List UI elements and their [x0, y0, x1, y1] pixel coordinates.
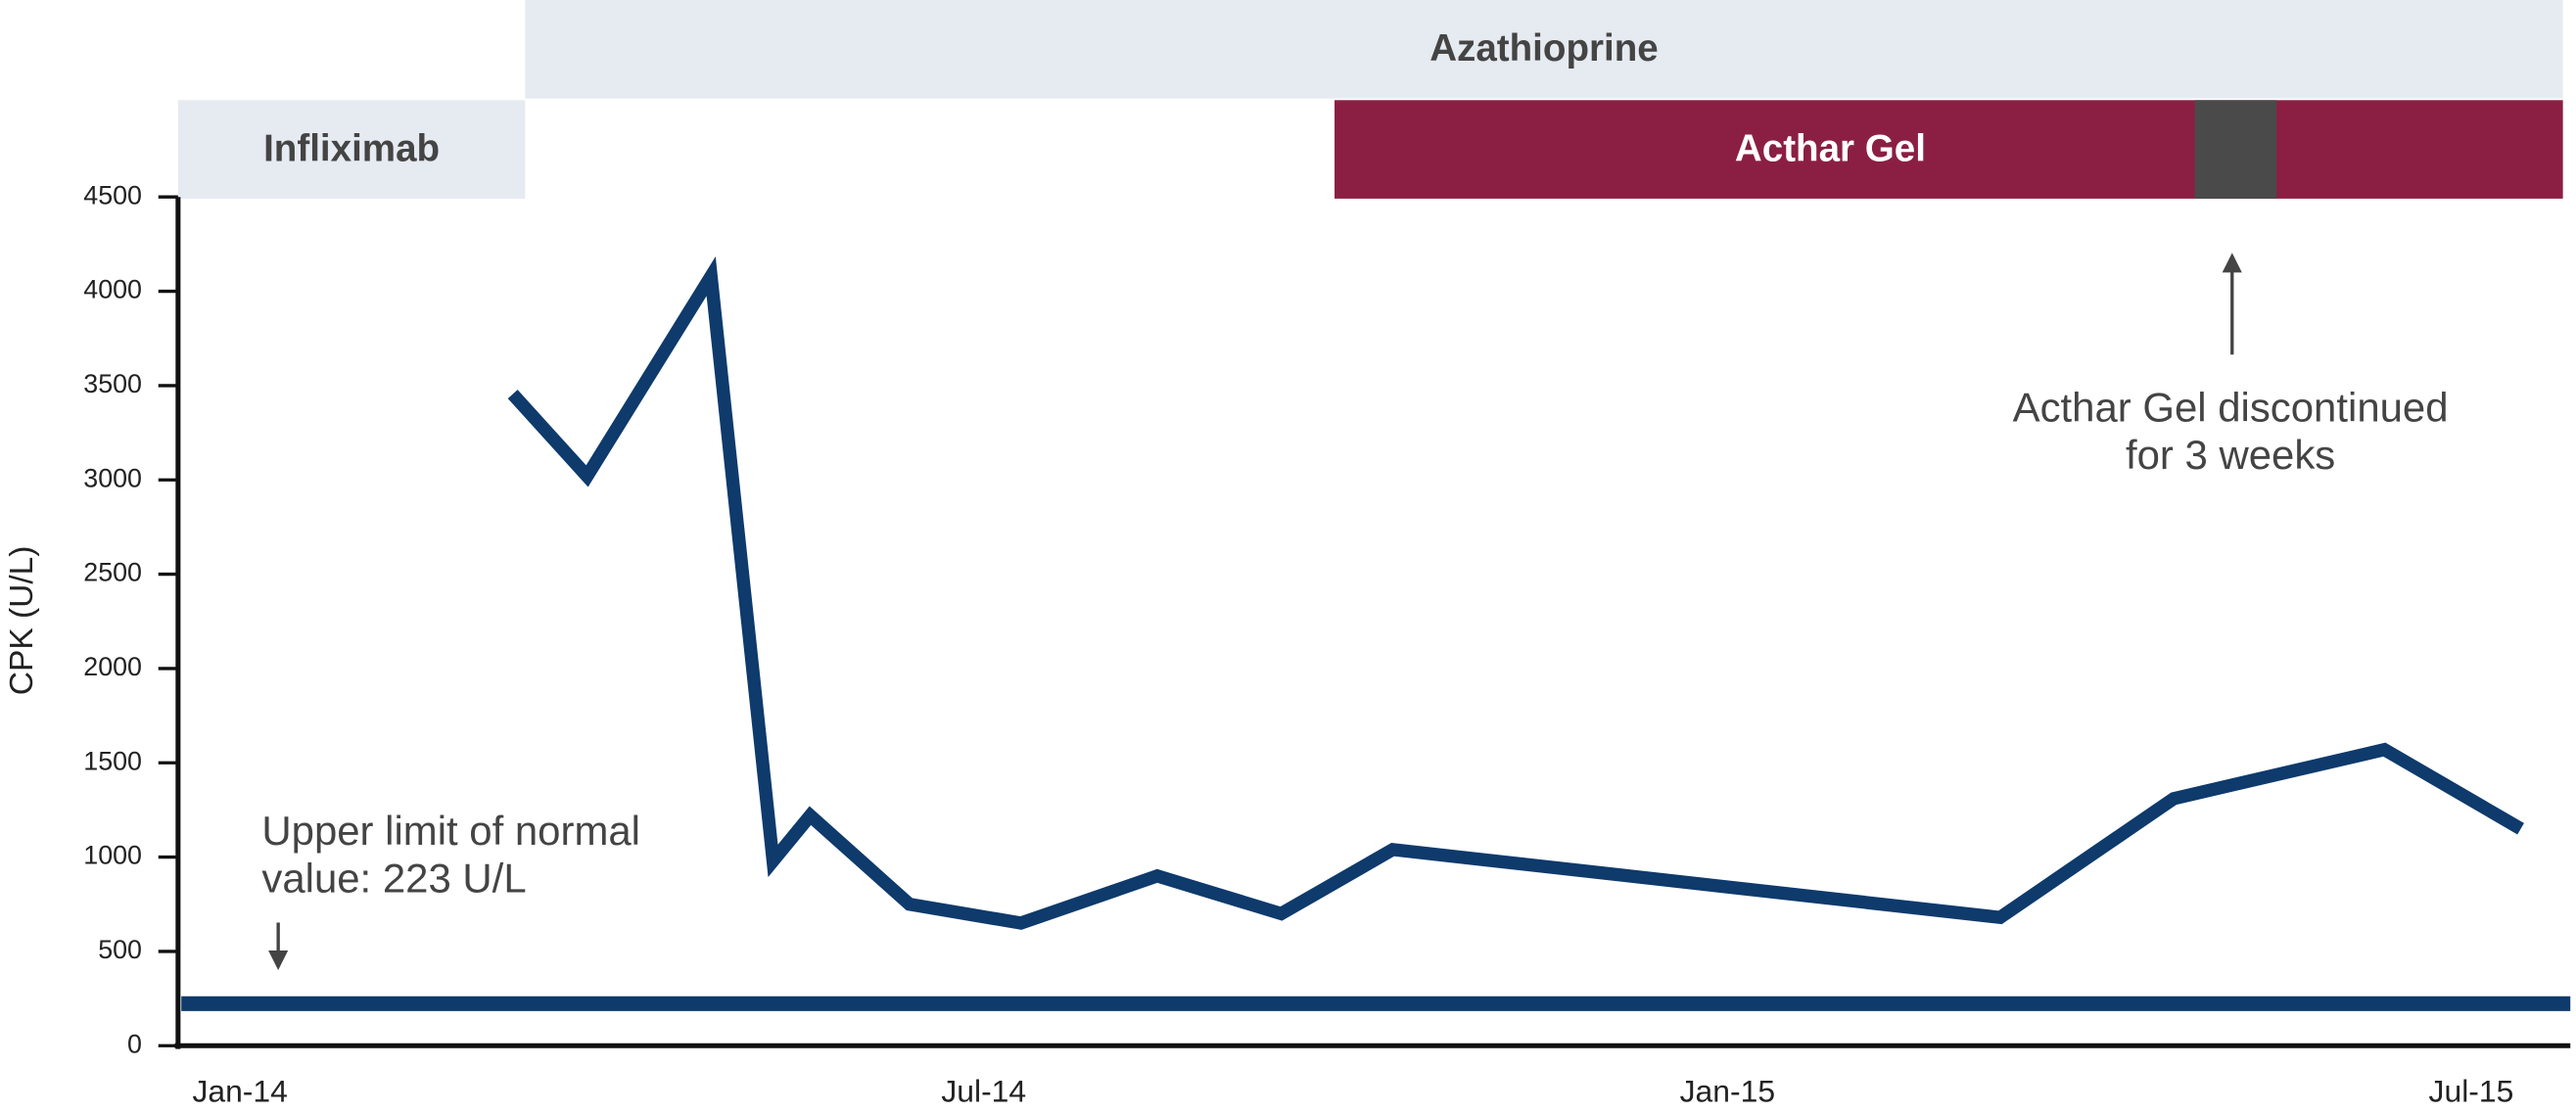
- treatment-label: Azathioprine: [1429, 27, 1659, 70]
- y-axis-label: CPK (U/L): [4, 546, 40, 696]
- y-tick-label: 2500: [83, 558, 142, 587]
- treatment-label: Infliximab: [263, 127, 440, 169]
- x-tick-label: Jan-15: [1680, 1073, 1775, 1108]
- treatment-band: [177, 100, 526, 199]
- y-tick-label: 2000: [83, 652, 142, 681]
- y-tick-label: 3000: [83, 463, 142, 492]
- treatment-gap: [2194, 100, 2277, 199]
- x-tick-label: Jul-14: [941, 1073, 1026, 1108]
- y-tick-label: 4500: [83, 180, 142, 209]
- x-tick-label: Jul-15: [2429, 1073, 2514, 1108]
- y-tick-label: 1500: [83, 746, 142, 775]
- y-tick-label: 500: [98, 935, 142, 964]
- data-line: [507, 255, 2524, 930]
- treatment-band: [1335, 100, 2563, 199]
- y-tick-label: 0: [127, 1029, 142, 1058]
- annotation: for 3 weeks: [2126, 432, 2335, 478]
- y-tick-label: 1000: [83, 841, 142, 870]
- x-tick-label: Jan-14: [192, 1073, 287, 1108]
- treatment-label: Acthar Gel: [1735, 127, 1926, 169]
- annotation: value: 223 U/L: [261, 856, 526, 902]
- y-tick-label: 4000: [83, 275, 142, 304]
- treatment-band: [525, 0, 2563, 99]
- annotation: Upper limit of normal: [261, 808, 640, 854]
- annotation: Acthar Gel discontinued: [2013, 384, 2449, 430]
- y-tick-label: 3500: [83, 369, 142, 398]
